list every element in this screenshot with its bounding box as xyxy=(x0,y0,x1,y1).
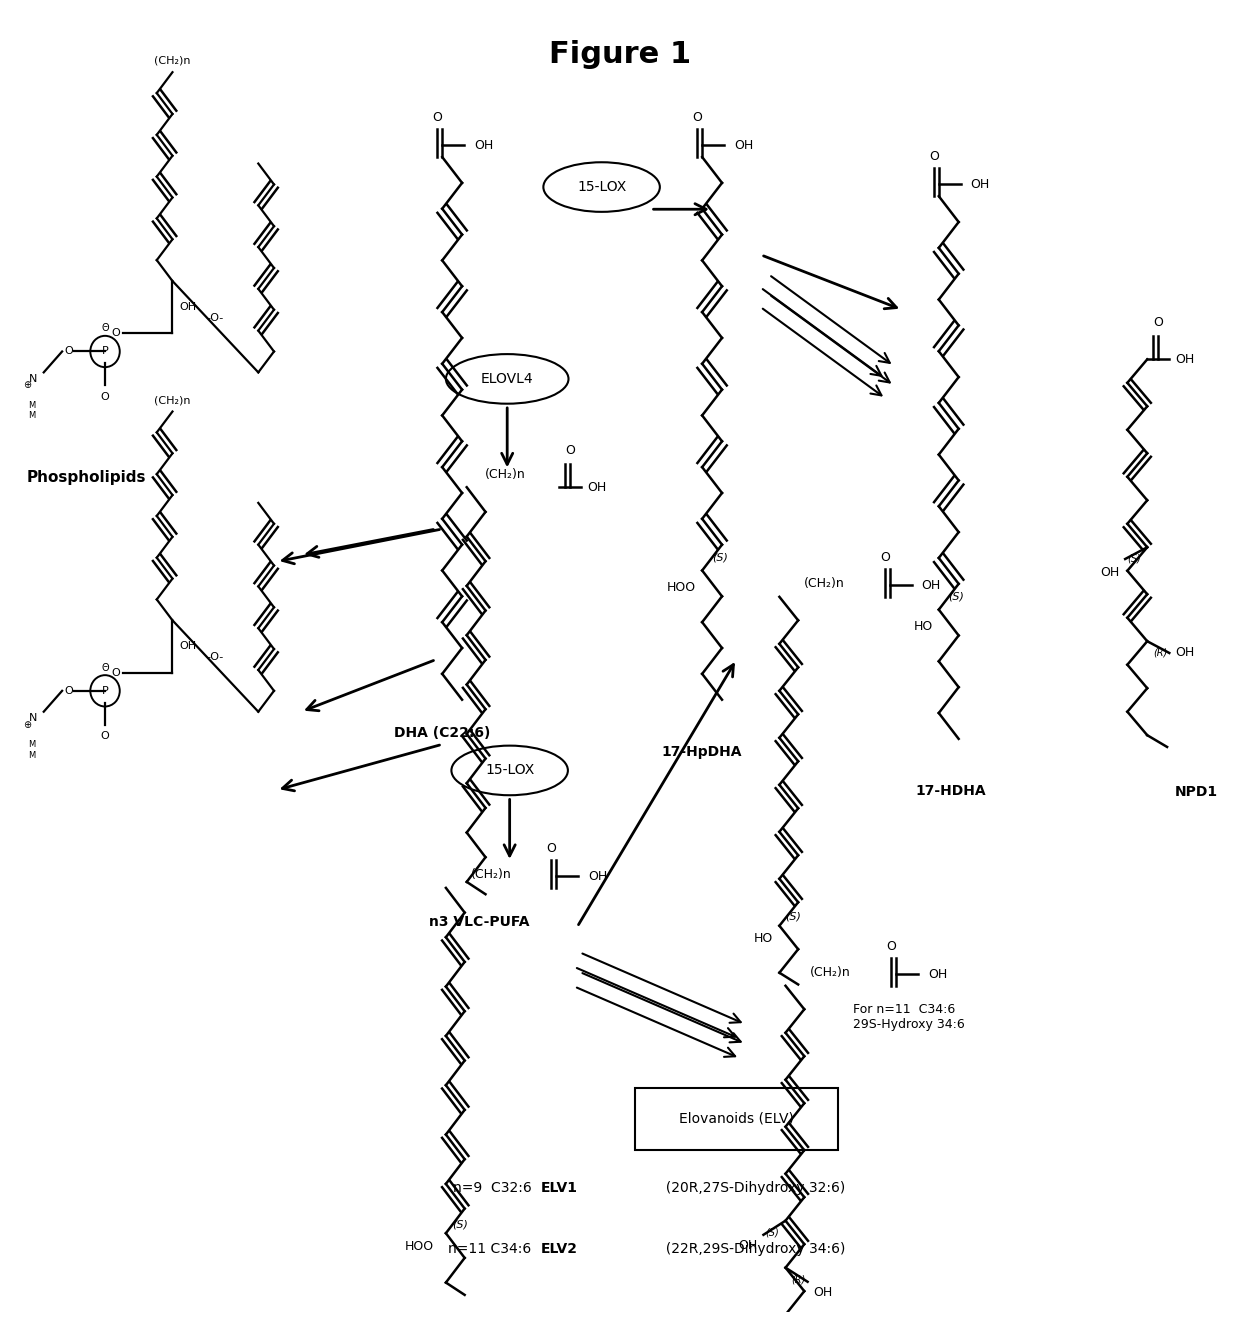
Text: OH: OH xyxy=(813,1286,833,1299)
Text: 15-LOX: 15-LOX xyxy=(485,764,534,777)
Text: (S): (S) xyxy=(453,1219,467,1229)
Text: n=11 C34:6: n=11 C34:6 xyxy=(449,1242,541,1257)
Text: OH: OH xyxy=(734,138,753,152)
Text: HOO: HOO xyxy=(404,1240,434,1253)
Text: O: O xyxy=(100,392,109,402)
Text: n3 VLC-PUFA: n3 VLC-PUFA xyxy=(429,914,529,929)
Text: OH: OH xyxy=(738,1239,758,1252)
Text: N: N xyxy=(30,714,37,723)
Text: DHA (C22:6): DHA (C22:6) xyxy=(394,725,490,740)
Text: O: O xyxy=(433,111,443,124)
Text: O: O xyxy=(564,445,574,458)
Text: N: N xyxy=(30,373,37,384)
Text: HO: HO xyxy=(914,620,932,633)
Text: (S): (S) xyxy=(712,553,728,563)
Text: (CH₂)n: (CH₂)n xyxy=(470,868,511,881)
Text: O: O xyxy=(1153,317,1163,330)
Text: (S): (S) xyxy=(949,592,965,601)
Text: (S): (S) xyxy=(1127,554,1141,563)
Text: HO: HO xyxy=(754,933,774,946)
Text: (CH₂)n: (CH₂)n xyxy=(154,55,191,66)
Text: OH: OH xyxy=(1176,646,1194,660)
Text: OH: OH xyxy=(180,302,197,313)
Text: (R): (R) xyxy=(791,1274,806,1285)
Text: Phospholipids: Phospholipids xyxy=(27,471,146,485)
Text: (S): (S) xyxy=(765,1227,780,1237)
Text: (CH₂)n: (CH₂)n xyxy=(485,468,526,480)
Text: ELV1: ELV1 xyxy=(541,1181,578,1195)
Text: (R): (R) xyxy=(1153,648,1168,658)
Text: -O-: -O- xyxy=(207,652,224,662)
Text: OH: OH xyxy=(588,869,608,882)
Text: 17-HDHA: 17-HDHA xyxy=(915,785,986,798)
Text: OH: OH xyxy=(587,480,606,493)
Text: (CH₂)n: (CH₂)n xyxy=(810,967,851,979)
Text: Elovanoids (ELV): Elovanoids (ELV) xyxy=(680,1112,794,1126)
Text: HOO: HOO xyxy=(667,580,696,594)
Text: Figure 1: Figure 1 xyxy=(549,40,691,69)
Text: ELOVL4: ELOVL4 xyxy=(481,372,533,386)
Text: NPD1: NPD1 xyxy=(1174,785,1218,799)
Text: OH: OH xyxy=(971,178,990,191)
Text: M
M: M M xyxy=(27,740,35,760)
Text: 15-LOX: 15-LOX xyxy=(577,181,626,194)
Text: M
M: M M xyxy=(27,401,35,421)
Text: 17-HpDHA: 17-HpDHA xyxy=(662,745,743,760)
Text: O: O xyxy=(100,731,109,741)
Text: O: O xyxy=(887,940,897,952)
Text: OH: OH xyxy=(928,968,947,980)
Text: OH: OH xyxy=(474,138,494,152)
Text: (20R,27S-Dihydroxy 32:6): (20R,27S-Dihydroxy 32:6) xyxy=(657,1181,844,1195)
Text: -O-: -O- xyxy=(207,313,224,323)
Text: O: O xyxy=(547,842,557,855)
Text: O: O xyxy=(692,111,702,124)
Text: ⊕: ⊕ xyxy=(24,380,31,390)
Text: n=9  C32:6: n=9 C32:6 xyxy=(453,1181,541,1195)
Text: O: O xyxy=(929,150,939,164)
Text: (S): (S) xyxy=(785,911,801,922)
Text: OH: OH xyxy=(1100,566,1118,579)
Text: O: O xyxy=(112,328,120,338)
Text: (CH₂)n: (CH₂)n xyxy=(804,578,844,591)
Text: O: O xyxy=(112,667,120,678)
Text: P: P xyxy=(102,347,108,356)
Text: P: P xyxy=(102,686,108,696)
Text: For n=11  C34:6
29S-Hydroxy 34:6: For n=11 C34:6 29S-Hydroxy 34:6 xyxy=(853,1002,965,1030)
Text: O: O xyxy=(64,686,73,696)
Text: O: O xyxy=(880,551,890,565)
Text: ELV2: ELV2 xyxy=(541,1242,578,1257)
Text: Θ: Θ xyxy=(102,323,109,334)
Text: ⊕: ⊕ xyxy=(24,720,31,729)
Text: (22R,29S-Dihydroxy 34:6): (22R,29S-Dihydroxy 34:6) xyxy=(657,1242,846,1257)
Text: O: O xyxy=(64,347,73,356)
Text: OH: OH xyxy=(921,579,941,592)
Text: OH: OH xyxy=(180,641,197,652)
Text: Θ: Θ xyxy=(102,662,109,673)
Text: (CH₂)n: (CH₂)n xyxy=(154,394,191,405)
Text: OH: OH xyxy=(1176,352,1194,365)
